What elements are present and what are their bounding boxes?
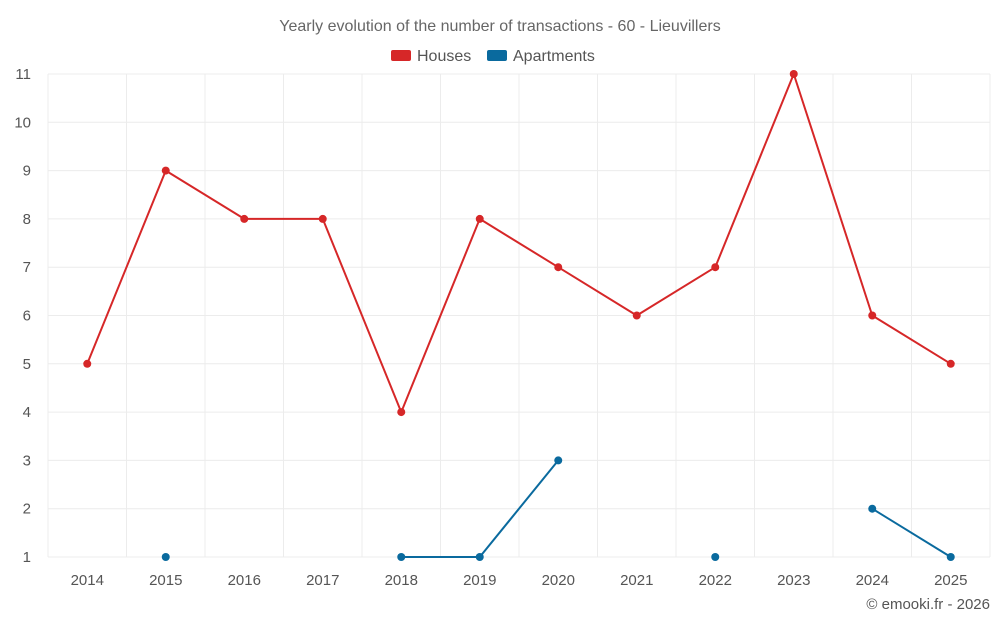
data-point[interactable] — [397, 408, 406, 417]
y-tick-label: 10 — [14, 114, 31, 131]
legend[interactable]: Houses Apartments — [391, 48, 595, 65]
data-point[interactable] — [161, 553, 170, 561]
x-tick-label: 2021 — [620, 572, 653, 589]
legend-item-houses[interactable]: Houses — [391, 48, 471, 65]
x-tick-label: 2015 — [149, 572, 182, 589]
y-tick-label: 6 — [23, 308, 31, 325]
data-point[interactable] — [946, 553, 955, 561]
data-point[interactable] — [554, 456, 563, 465]
y-tick-label: 11 — [15, 66, 31, 83]
legend-label: Apartments — [513, 48, 595, 65]
x-tick-label: 2025 — [934, 572, 967, 589]
data-point[interactable] — [475, 214, 484, 223]
data-point[interactable] — [789, 70, 798, 78]
series-apartments — [161, 456, 955, 561]
x-tick-label: 2017 — [306, 572, 339, 589]
x-tick-label: 2019 — [463, 572, 496, 589]
x-tick-label: 2014 — [71, 572, 104, 589]
y-tick-label: 5 — [23, 356, 31, 373]
data-point[interactable] — [554, 263, 563, 272]
x-tick-label: 2024 — [856, 572, 889, 589]
y-tick-label: 3 — [23, 452, 31, 469]
x-axis-ticks: 2014 2015 2016 2017 2018 2019 2020 2021 2022 2023… — [71, 572, 968, 589]
y-tick-label: 7 — [23, 259, 31, 276]
legend-swatch — [487, 50, 507, 61]
credit-text: © emooki.fr - 2026 — [866, 596, 990, 613]
data-point[interactable] — [83, 359, 92, 368]
x-tick-label: 2018 — [385, 572, 418, 589]
y-tick-label: 2 — [23, 501, 31, 518]
series-houses — [83, 70, 955, 417]
series-layer — [83, 70, 955, 561]
y-tick-label: 1 — [23, 549, 31, 566]
chart-title: Yearly evolution of the number of transa… — [279, 18, 720, 35]
data-point[interactable] — [711, 553, 720, 561]
x-tick-label: 2016 — [228, 572, 261, 589]
series-line — [86, 73, 952, 414]
data-point[interactable] — [868, 311, 877, 320]
data-point[interactable] — [868, 504, 877, 513]
y-axis-ticks: 1 2 3 4 5 6 7 8 9 10 11 — [14, 66, 31, 566]
data-point[interactable] — [397, 553, 406, 561]
data-point[interactable] — [240, 214, 249, 223]
x-tick-label: 2020 — [542, 572, 575, 589]
y-tick-label: 9 — [23, 163, 31, 180]
data-point[interactable] — [475, 553, 484, 561]
legend-swatch — [391, 50, 411, 61]
data-point[interactable] — [161, 166, 170, 175]
legend-label: Houses — [417, 48, 471, 65]
series-line — [871, 507, 952, 558]
y-tick-label: 4 — [23, 404, 31, 421]
data-point[interactable] — [632, 311, 641, 320]
y-tick-label: 8 — [23, 211, 31, 228]
data-point[interactable] — [318, 214, 327, 223]
y-gridlines — [48, 73, 990, 558]
x-tick-label: 2022 — [699, 572, 732, 589]
legend-item-apartments[interactable]: Apartments — [487, 48, 595, 65]
data-point[interactable] — [946, 359, 955, 368]
x-tick-label: 2023 — [777, 572, 810, 589]
data-point[interactable] — [711, 263, 720, 272]
